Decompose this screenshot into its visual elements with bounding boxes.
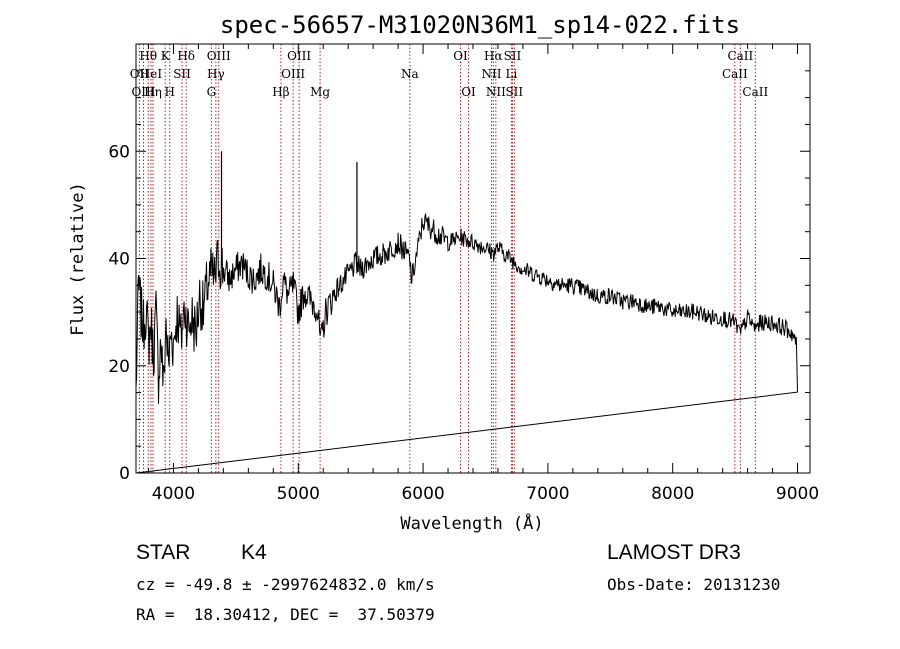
y-tick-label: 40 [108,250,130,270]
y-tick-label: 60 [108,142,130,162]
spectral-line-label: CaII [722,67,748,81]
y-tick-label: 20 [108,357,130,377]
spectral-line-label: OIII [287,49,311,63]
spectral-line-label: H [164,85,174,99]
object-class: STAR [136,541,191,564]
x-tick-label: 8000 [651,484,694,504]
spectral-line-label: G [207,85,217,99]
object-subclass: K4 [241,541,267,564]
spectral-line-label: OIII [131,85,155,99]
spectral-line-label: Li [506,67,518,81]
spectrum-line [135,213,799,474]
spectral-line-label: Hβ [272,85,289,99]
spectral-line-label: Hη [144,85,162,99]
spectral-line-label: OII [130,67,150,81]
y-tick-label: 0 [119,464,130,484]
y-axis-label: Flux (relative) [68,182,88,336]
x-axis-label: Wavelength (Å) [400,512,543,534]
spectral-line-label: Hθ [139,49,157,63]
survey-label: LAMOST DR3 [607,541,741,564]
spectral-line-label: SII [504,49,522,63]
spectral-line-label: SII [505,85,523,99]
obs-date: Obs-Date: 20131230 [607,575,781,594]
spectral-line-label: OIII [207,49,231,63]
spectral-line-label: K [161,49,171,63]
x-tick-label: 4000 [152,484,195,504]
spectral-line-label: NII [481,67,501,81]
spectral-line-label: Hα [484,49,503,63]
x-tick-label: 6000 [401,484,444,504]
spectrum-chart: spec-56657-M31020N36M1_sp14-022.fits OII… [68,11,819,534]
redshift-line: cz = -49.8 ± -2997624832.0 km/s [136,575,435,594]
spectral-line-label: NII [486,85,506,99]
spectral-line-label: Na [401,67,419,81]
spectral-line-label: CaII [742,85,768,99]
chart-title: spec-56657-M31020N36M1_sp14-022.fits [220,11,740,39]
x-tick-label: 9000 [776,484,819,504]
ra-dec-line: RA = 18.30412, DEC = 37.50379 [136,605,435,624]
spectral-line-label: HeI [140,67,163,81]
spectral-line-label: OI [461,85,476,99]
spectral-line-label: OI [453,49,468,63]
x-tick-label: 5000 [277,484,320,504]
spectral-line-label: Hδ [177,49,195,63]
spectral-line-label: CaII [727,49,753,63]
spectral-line-label: SII [173,67,191,81]
spectral-line-label: OIII [281,67,305,81]
spectral-line-label: Hγ [207,67,225,81]
spectral-line-label: Mg [310,85,330,99]
x-tick-label: 7000 [526,484,569,504]
